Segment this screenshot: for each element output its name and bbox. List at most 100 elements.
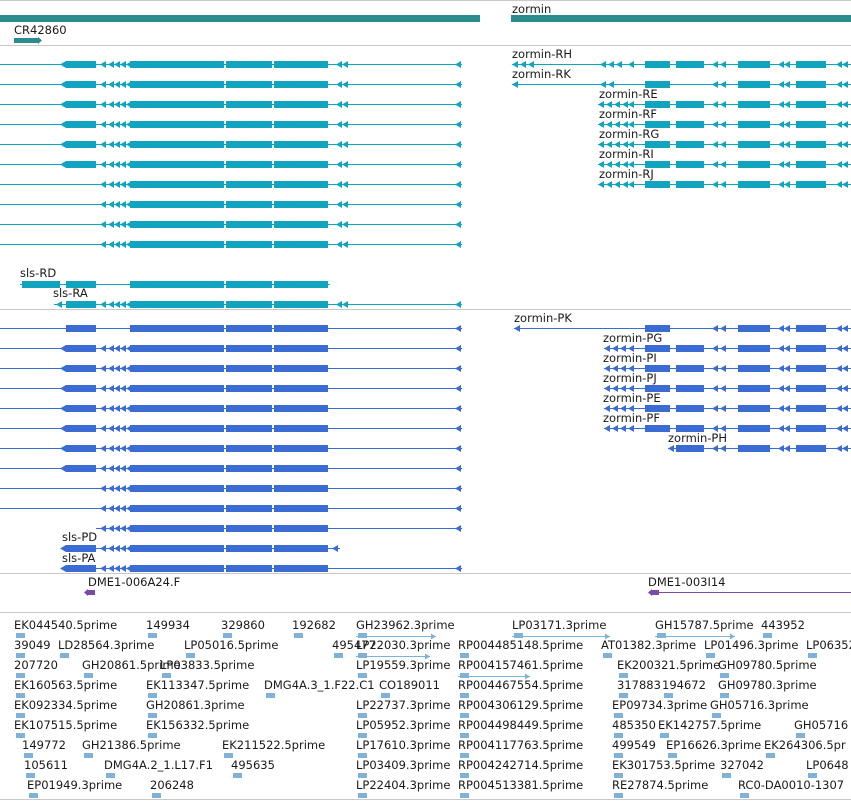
est-feature[interactable]: GH20861.5prime <box>82 658 181 678</box>
est-feature[interactable]: RC0-DA0010-1307 <box>738 778 844 798</box>
est-feature[interactable]: LP22404.3prime <box>356 778 450 798</box>
est-feature[interactable]: RP004498449.5prime <box>458 718 583 738</box>
feature-row[interactable] <box>54 301 462 308</box>
est-feature[interactable]: DMG4A.2_1.L17.F1 <box>104 758 213 778</box>
clone-bar[interactable] <box>88 590 95 595</box>
est-feature[interactable]: 194672 <box>662 678 706 698</box>
est-feature[interactable]: EK142757.5prime <box>658 718 761 738</box>
est-feature[interactable]: GH21386.5prime <box>82 738 181 758</box>
feature-row[interactable] <box>598 121 851 128</box>
feature-row[interactable] <box>0 445 462 452</box>
feature-row[interactable] <box>512 61 851 68</box>
est-feature[interactable]: 317883 <box>617 678 661 698</box>
est-feature[interactable]: EP01949.3prime <box>27 778 122 798</box>
est-feature[interactable]: GH09780.3prime <box>718 678 817 698</box>
feature-row[interactable] <box>0 161 462 168</box>
est-feature[interactable]: LP05952.3prime <box>356 718 450 738</box>
est-feature[interactable]: EK156332.5prime <box>146 718 249 738</box>
est-feature[interactable]: LP03171.3prime <box>512 618 606 638</box>
est-feature[interactable]: 499549 <box>612 738 656 758</box>
feature-row[interactable] <box>598 161 851 168</box>
est-feature[interactable]: LP19559.3prime <box>356 658 450 678</box>
gene-cr42860[interactable] <box>14 38 38 43</box>
est-feature[interactable]: GH09780.5prime <box>718 658 817 678</box>
feature-row[interactable] <box>0 485 462 492</box>
feature-row[interactable] <box>514 325 851 332</box>
est-feature[interactable]: 207720 <box>14 658 58 678</box>
est-feature[interactable]: LP0648 <box>806 758 849 778</box>
feature-row[interactable] <box>96 281 330 288</box>
feature-row[interactable] <box>20 281 96 288</box>
est-feature[interactable]: RP004467554.5prime <box>458 678 583 698</box>
est-feature[interactable]: RE27874.5prime <box>612 778 708 798</box>
feature-row[interactable] <box>0 121 462 128</box>
feature-row[interactable] <box>0 345 462 352</box>
est-feature[interactable]: EK264306.5pr <box>764 738 846 758</box>
est-feature[interactable]: LP01496.3prime <box>704 638 798 658</box>
est-feature[interactable]: EK092334.5prime <box>14 698 117 718</box>
feature-row[interactable] <box>0 221 462 228</box>
est-feature[interactable]: CO189011 <box>379 678 440 698</box>
est-feature[interactable]: GH05716.3prime <box>710 698 809 718</box>
est-feature[interactable]: 495635 <box>231 758 275 778</box>
est-feature[interactable]: EK301753.5prime <box>612 758 715 778</box>
est-feature[interactable]: LP17610.3prime <box>356 738 450 758</box>
est-feature[interactable]: 485350 <box>612 718 656 738</box>
feature-row[interactable] <box>0 505 462 512</box>
est-feature[interactable]: 192682 <box>292 618 336 638</box>
est-feature[interactable]: GH15787.5prime <box>655 618 754 638</box>
est-feature[interactable]: RP004157461.5prime <box>458 658 583 678</box>
est-feature[interactable]: GH05716 <box>794 718 848 738</box>
est-feature[interactable]: EK044540.5prime <box>14 618 117 638</box>
clone-bar[interactable] <box>652 590 659 595</box>
est-feature[interactable]: EK113347.5prime <box>146 678 249 698</box>
gene-sls[interactable] <box>0 15 480 22</box>
est-feature[interactable]: RP004242714.5prime <box>458 758 583 778</box>
feature-row[interactable] <box>598 181 851 188</box>
est-feature[interactable]: 149772 <box>22 738 66 758</box>
est-feature[interactable]: EK200321.5prime <box>617 658 720 678</box>
feature-row[interactable] <box>0 365 462 372</box>
est-feature[interactable]: 495477 <box>332 638 376 658</box>
est-feature[interactable]: LD28564.3prime <box>58 638 154 658</box>
gene-zormin[interactable] <box>511 15 851 22</box>
est-feature[interactable]: RP004485148.5prime <box>458 638 583 658</box>
est-feature[interactable]: GH20861.3prime <box>146 698 245 718</box>
feature-row[interactable] <box>0 81 462 88</box>
est-feature[interactable]: AT01382.3prime <box>601 638 696 658</box>
est-feature[interactable]: LP06352 <box>806 638 851 658</box>
feature-row[interactable] <box>0 141 462 148</box>
feature-row[interactable] <box>0 61 462 68</box>
feature-row[interactable] <box>512 81 851 88</box>
feature-row[interactable] <box>604 345 851 352</box>
est-feature[interactable]: EK107515.5prime <box>14 718 117 738</box>
feature-row[interactable] <box>0 181 462 188</box>
est-feature[interactable]: 206248 <box>150 778 194 798</box>
feature-row[interactable] <box>0 241 462 248</box>
est-feature[interactable]: RP004117763.5prime <box>458 738 583 758</box>
est-feature[interactable]: 443952 <box>761 618 805 638</box>
est-feature[interactable]: GH23962.3prime <box>356 618 455 638</box>
feature-row[interactable] <box>0 405 462 412</box>
feature-row[interactable] <box>604 405 851 412</box>
feature-row[interactable] <box>0 425 462 432</box>
feature-row[interactable] <box>604 365 851 372</box>
feature-row[interactable] <box>0 101 462 108</box>
feature-row[interactable] <box>598 101 851 108</box>
feature-row[interactable] <box>668 445 851 452</box>
est-feature[interactable]: LP03409.3prime <box>356 758 450 778</box>
est-feature[interactable]: LP22030.3prime <box>356 638 450 658</box>
est-feature[interactable]: 327042 <box>720 758 764 778</box>
est-feature[interactable]: LP05016.5prime <box>184 638 278 658</box>
est-feature[interactable]: EP09734.3prime <box>612 698 707 718</box>
feature-row[interactable] <box>60 565 462 572</box>
feature-row[interactable] <box>604 425 851 432</box>
est-feature[interactable]: LP22737.3prime <box>356 698 450 718</box>
est-feature[interactable]: 329860 <box>221 618 265 638</box>
feature-row[interactable] <box>0 325 462 332</box>
est-feature[interactable]: 149934 <box>146 618 190 638</box>
feature-row[interactable] <box>0 385 462 392</box>
est-feature[interactable]: 39049 <box>14 638 51 658</box>
est-feature[interactable]: RP004513381.5prime <box>458 778 583 798</box>
feature-row[interactable] <box>60 545 340 552</box>
